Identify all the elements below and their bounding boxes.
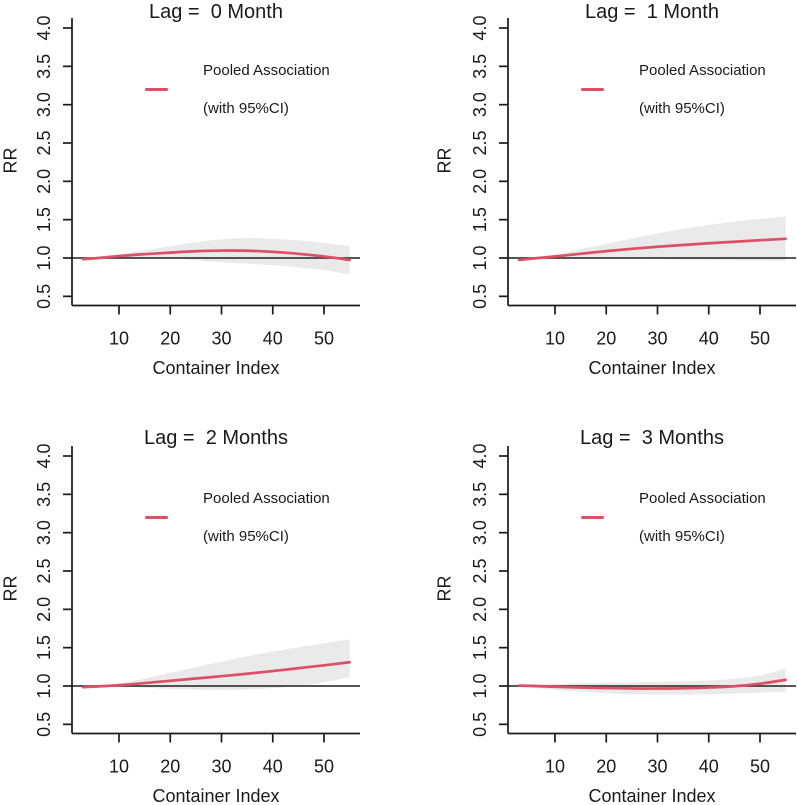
svg-text:30: 30 [211, 329, 231, 349]
svg-text:40: 40 [263, 757, 283, 777]
legend-label-line1: Pooled Association [639, 490, 766, 507]
svg-text:0.5: 0.5 [470, 712, 490, 737]
svg-text:20: 20 [596, 757, 616, 777]
svg-text:1.5: 1.5 [34, 207, 54, 232]
svg-text:50: 50 [314, 757, 334, 777]
svg-text:1.0: 1.0 [34, 245, 54, 270]
chart-title-lag1: Lag = 1 Month [585, 1, 719, 23]
svg-text:2.5: 2.5 [34, 558, 54, 583]
legend-label-line2: (with 95%CI) [203, 528, 289, 545]
legend-label-line2: (with 95%CI) [203, 100, 289, 117]
legend-label: Pooled Association (with 95%CI) [614, 470, 766, 565]
chart-title-lag0: Lag = 0 Month [149, 1, 283, 23]
svg-text:50: 50 [750, 757, 770, 777]
svg-text:20: 20 [160, 757, 180, 777]
legend-line-swatch [145, 88, 168, 91]
svg-text:30: 30 [211, 757, 231, 777]
y-axis-label-lag2: RR [0, 575, 21, 602]
legend-line-swatch [581, 88, 604, 91]
svg-text:2.5: 2.5 [34, 130, 54, 155]
legend-label-line2: (with 95%CI) [639, 528, 725, 545]
svg-text:50: 50 [750, 329, 770, 349]
svg-text:20: 20 [596, 329, 616, 349]
svg-text:3.0: 3.0 [34, 92, 54, 117]
svg-text:3.5: 3.5 [34, 54, 54, 79]
svg-text:1.0: 1.0 [34, 673, 54, 698]
svg-text:40: 40 [263, 329, 283, 349]
svg-text:2.0: 2.0 [34, 169, 54, 194]
svg-text:4.0: 4.0 [34, 15, 54, 40]
y-axis-label-lag3: RR [434, 575, 455, 602]
svg-text:10: 10 [545, 329, 565, 349]
svg-text:1.5: 1.5 [470, 635, 490, 660]
svg-text:0.5: 0.5 [34, 712, 54, 737]
svg-text:10: 10 [545, 757, 565, 777]
svg-text:1.0: 1.0 [470, 245, 490, 270]
svg-text:3.5: 3.5 [470, 54, 490, 79]
legend-label: Pooled Association (with 95%CI) [178, 42, 330, 137]
legend-lag1: Pooled Association (with 95%CI) [581, 42, 766, 137]
svg-text:4.0: 4.0 [470, 443, 490, 468]
svg-text:3.0: 3.0 [34, 520, 54, 545]
legend-label-line1: Pooled Association [639, 62, 766, 79]
svg-text:0.5: 0.5 [34, 284, 54, 309]
legend-label: Pooled Association (with 95%CI) [178, 470, 330, 565]
svg-text:1.0: 1.0 [470, 673, 490, 698]
svg-text:30: 30 [647, 757, 667, 777]
svg-text:20: 20 [160, 329, 180, 349]
legend-lag0: Pooled Association (with 95%CI) [145, 42, 330, 137]
svg-text:2.5: 2.5 [470, 130, 490, 155]
svg-text:40: 40 [699, 757, 719, 777]
svg-text:40: 40 [699, 329, 719, 349]
svg-text:2.0: 2.0 [470, 169, 490, 194]
y-axis-label-lag1: RR [434, 147, 455, 174]
svg-text:10: 10 [109, 329, 129, 349]
chart-title-lag3: Lag = 3 Months [580, 427, 724, 449]
svg-text:1.5: 1.5 [34, 635, 54, 660]
svg-text:30: 30 [647, 329, 667, 349]
legend-line-swatch [581, 516, 604, 519]
legend-lag2: Pooled Association (with 95%CI) [145, 470, 330, 565]
y-axis-label-lag0: RR [0, 147, 21, 174]
svg-text:50: 50 [314, 329, 334, 349]
svg-text:10: 10 [109, 757, 129, 777]
legend-label: Pooled Association (with 95%CI) [614, 42, 766, 137]
svg-text:3.0: 3.0 [470, 520, 490, 545]
x-axis-label-lag0: Container Index [152, 358, 280, 378]
svg-text:3.0: 3.0 [470, 92, 490, 117]
x-axis-label-lag1: Container Index [588, 358, 716, 378]
svg-text:2.0: 2.0 [470, 597, 490, 622]
chart-title-lag2: Lag = 2 Months [144, 427, 288, 449]
svg-text:0.5: 0.5 [470, 284, 490, 309]
x-axis-label-lag2: Container Index [152, 786, 280, 805]
svg-text:3.5: 3.5 [34, 482, 54, 507]
svg-text:4.0: 4.0 [470, 15, 490, 40]
legend-lag3: Pooled Association (with 95%CI) [581, 470, 766, 565]
svg-text:4.0: 4.0 [34, 443, 54, 468]
legend-label-line1: Pooled Association [203, 490, 330, 507]
legend-line-swatch [145, 516, 168, 519]
svg-text:1.5: 1.5 [470, 207, 490, 232]
x-axis-label-lag3: Container Index [588, 786, 716, 805]
svg-text:2.5: 2.5 [470, 558, 490, 583]
legend-label-line1: Pooled Association [203, 62, 330, 79]
legend-label-line2: (with 95%CI) [639, 100, 725, 117]
svg-text:2.0: 2.0 [34, 597, 54, 622]
svg-text:3.5: 3.5 [470, 482, 490, 507]
